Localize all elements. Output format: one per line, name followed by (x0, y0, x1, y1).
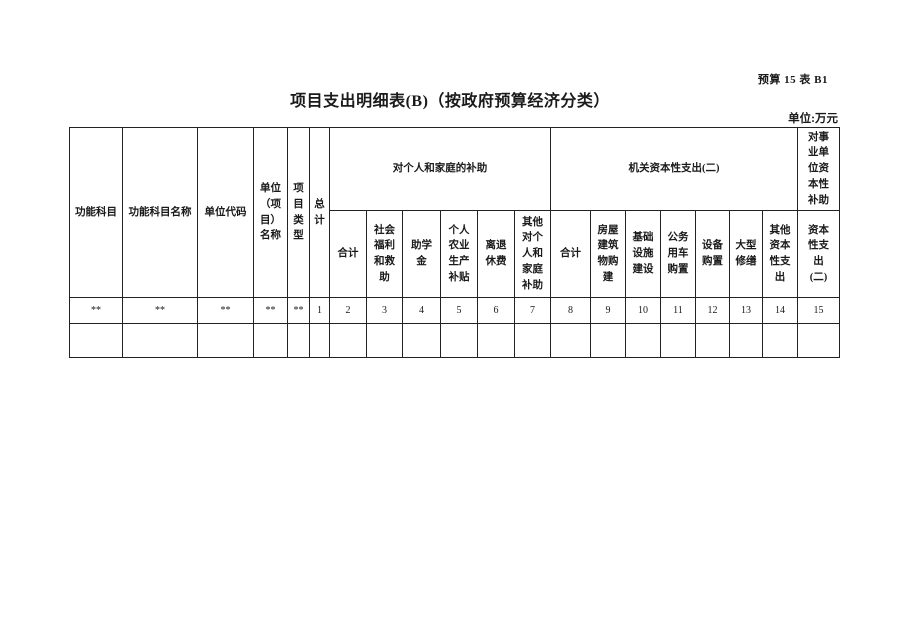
col-header-pf-grant: 助学 金 (402, 210, 441, 298)
column-code-cell: 7 (514, 297, 551, 324)
col-header-unit-name: 单位 （项 目） 名称 (253, 127, 288, 298)
col-header-pf-welfare: 社会 福利 和救 助 (366, 210, 403, 298)
col-header-oc-equip: 设备 购置 (695, 210, 730, 298)
column-code-cell: 2 (329, 297, 367, 324)
column-code-cell: 8 (550, 297, 591, 324)
data-cell (695, 323, 730, 358)
col-header-unit-code: 单位代码 (197, 127, 254, 298)
column-code-cell: 1 (309, 297, 330, 324)
data-cell (477, 323, 515, 358)
data-cell (329, 323, 367, 358)
group-header-personal-family: 对个人和家庭的补助 (329, 127, 551, 211)
page-title: 项目支出明细表(B)（按政府预算经济分类） (290, 93, 610, 110)
col-header-project-type: 项 目 类 型 (287, 127, 310, 298)
col-header-pf-retire: 离退 休费 (477, 210, 515, 298)
column-code-cell: 4 (402, 297, 441, 324)
col-header-oc-vehicle: 公务 用车 购置 (660, 210, 696, 298)
data-cell (287, 323, 310, 358)
data-cell (550, 323, 591, 358)
col-header-func-code: 功能科目 (69, 127, 123, 298)
doc-reference: 预算 15 表 B1 (757, 74, 828, 86)
group-header-org-capital: 机关资本性支出(二) (549, 127, 799, 211)
col-header-oc-building: 房屋 建筑 物购 建 (590, 210, 626, 298)
column-code-cell: ** (253, 297, 288, 324)
data-cell (797, 323, 841, 358)
data-cell (366, 323, 403, 358)
data-cell (309, 323, 330, 358)
column-code-cell: 13 (729, 297, 763, 324)
data-cell (69, 323, 123, 358)
data-cell (660, 323, 696, 358)
data-cell (761, 323, 799, 358)
data-cell (729, 323, 763, 358)
data-cell (514, 323, 551, 358)
col-header-oc-total: 合计 (550, 210, 591, 298)
col-header-pf-other: 其他 对个 人和 家庭 补助 (514, 210, 551, 298)
column-code-cell: 11 (660, 297, 696, 324)
col-header-oc-renov: 大型 修缮 (729, 210, 763, 298)
column-code-cell: 12 (695, 297, 730, 324)
column-code-cell: ** (287, 297, 310, 324)
col-header-pf-agri: 个人 农业 生产 补贴 (440, 210, 478, 298)
col-header-pf-total: 合计 (329, 210, 367, 298)
column-code-cell: ** (197, 297, 254, 324)
data-cell (197, 323, 254, 358)
data-cell (625, 323, 661, 358)
column-code-cell: 14 (761, 297, 799, 324)
column-code-cell: 5 (440, 297, 478, 324)
col-header-oc-infra: 基础 设施 建设 (625, 210, 661, 298)
column-code-cell: ** (122, 297, 198, 324)
data-cell (440, 323, 478, 358)
col-header-func-name: 功能科目名称 (122, 127, 198, 298)
column-code-row: ** ** ** ** ** 1 2 3 4 5 6 7 8 9 10 11 1… (69, 297, 841, 324)
column-code-cell: ** (69, 297, 123, 324)
header-row-groups: 功能科目 功能科目名称 单位代码 单位 （项 目） 名称 项 目 类 型 总 计… (69, 127, 841, 298)
budget-table: 功能科目 功能科目名称 单位代码 单位 （项 目） 名称 项 目 类 型 总 计… (69, 127, 841, 358)
data-cell (402, 323, 441, 358)
data-cell (122, 323, 198, 358)
col-header-ic-capital: 资本 性支 出 (二) (797, 210, 841, 298)
data-cell (590, 323, 626, 358)
col-header-oc-other: 其他 资本 性支 出 (761, 210, 799, 298)
column-code-cell: 15 (797, 297, 841, 324)
header-row-sub: 合计 社会 福利 和救 助 助学 金 个人 农业 生产 补贴 离退 休费 其他 … (70, 210, 841, 298)
column-code-cell: 3 (366, 297, 403, 324)
empty-data-row (69, 323, 841, 358)
column-code-cell: 10 (625, 297, 661, 324)
data-cell (253, 323, 288, 358)
col-header-grand-total: 总 计 (309, 127, 330, 298)
unit-note: 单位:万元 (788, 113, 838, 125)
column-code-cell: 9 (590, 297, 626, 324)
column-code-cell: 6 (477, 297, 515, 324)
group-header-institution-capital: 对事 业单 位资 本性 补助 (797, 127, 841, 211)
